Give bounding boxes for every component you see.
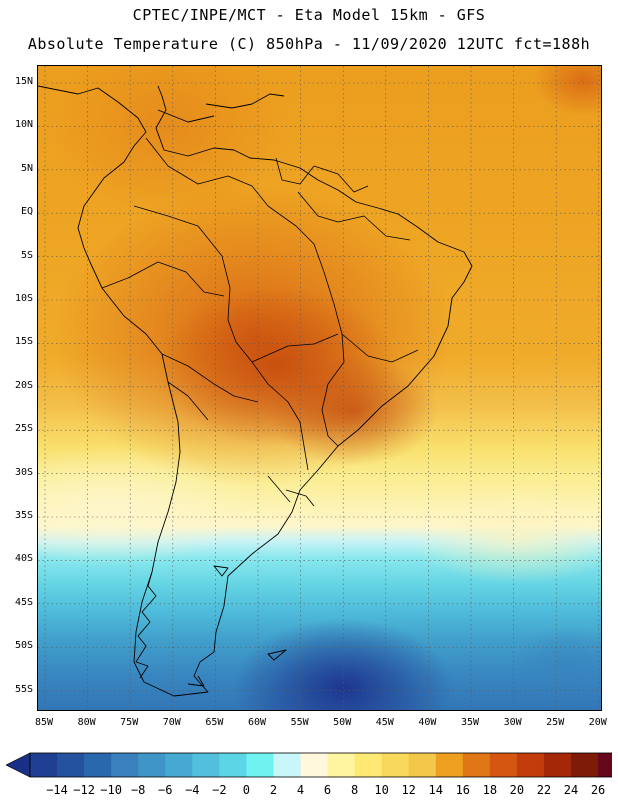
lat-label: 45S	[14, 596, 33, 608]
legend-swatch	[138, 753, 166, 777]
legend-swatch	[462, 753, 491, 777]
legend-label: −8	[130, 783, 146, 797]
legend-label: −14	[46, 783, 68, 797]
lat-label: 30S	[14, 466, 33, 478]
legend-swatch	[489, 753, 518, 777]
legend-label: 26	[590, 783, 606, 797]
legend-label: 16	[455, 783, 471, 797]
legend-label: 20	[509, 783, 525, 797]
legend-label: 2	[269, 783, 278, 797]
legend-label: 24	[563, 783, 579, 797]
lon-label: 50W	[333, 717, 352, 728]
legend-swatch	[57, 753, 85, 777]
islands	[157, 93, 315, 661]
lat-label: 15N	[14, 76, 33, 87]
lon-label: 70W	[162, 717, 181, 728]
color-legend-bar	[6, 752, 612, 778]
lon-label: 45W	[375, 717, 394, 728]
title-line-2: Absolute Temperature (C) 850hPa - 11/09/…	[27, 35, 591, 53]
coastal-detail	[135, 571, 205, 687]
lat-label: 10N	[14, 119, 33, 131]
legend-swatch	[165, 753, 193, 777]
legend-label: 12	[401, 783, 416, 797]
south-america-coastline	[38, 85, 473, 697]
lon-label: 80W	[77, 717, 96, 728]
lat-label: 5N	[20, 162, 33, 174]
legend-frame	[29, 752, 612, 778]
lat-label: 40S	[14, 553, 33, 565]
legend-label: −2	[212, 783, 227, 797]
temperature-field	[38, 66, 601, 710]
lat-label: EQ	[20, 206, 33, 218]
lat-label: 5S	[20, 249, 33, 261]
lat-label: 10S	[14, 293, 33, 304]
map-overlay	[38, 66, 601, 710]
legend-label: −4	[185, 783, 200, 797]
title-line-1: CPTEC/INPE/MCT - Eta Model 15km - GFS	[132, 6, 486, 24]
legend-label: 8	[350, 783, 359, 797]
lon-label: 30W	[503, 717, 522, 728]
legend-swatch	[435, 753, 464, 777]
legend-swatch	[354, 753, 383, 777]
lat-label: 25S	[14, 423, 33, 435]
country-borders	[101, 137, 419, 503]
lon-label: 65W	[205, 717, 224, 728]
legend-swatch	[327, 753, 355, 777]
legend-swatch	[300, 753, 328, 777]
legend-swatch	[598, 753, 612, 777]
lat-label: 55S	[14, 683, 33, 695]
legend-swatch	[516, 753, 545, 777]
legend-label: −6	[158, 783, 173, 797]
lat-label: 35S	[14, 510, 33, 521]
legend-swatch	[543, 753, 572, 777]
legend-label: 28	[610, 783, 618, 797]
legend-label: 4	[296, 783, 305, 797]
lon-label: 85W	[34, 717, 54, 728]
legend-label: 14	[428, 783, 443, 797]
legend-label: −10	[100, 783, 122, 797]
lon-label: 20W	[588, 717, 607, 728]
lon-label: 40W	[418, 717, 437, 728]
lon-label: 25W	[546, 717, 565, 728]
legend-label: 6	[323, 783, 332, 797]
legend-swatch	[192, 753, 220, 777]
legend-label: 0	[242, 783, 250, 797]
legend-left-tip	[6, 752, 31, 778]
temperature-map	[37, 65, 602, 711]
legend-swatch	[30, 753, 58, 777]
legend-label: 18	[482, 783, 498, 797]
legend-swatch	[273, 753, 301, 777]
lon-label: 35W	[460, 717, 480, 728]
lon-label: 75W	[120, 717, 139, 728]
legend-swatch	[84, 753, 112, 777]
legend-label: −12	[73, 783, 95, 797]
legend-label: 10	[374, 783, 389, 797]
legend-swatch	[246, 753, 274, 777]
legend-swatch	[381, 753, 410, 777]
legend-swatch	[219, 753, 247, 777]
legend-swatch	[571, 753, 599, 777]
legend-swatch	[408, 753, 437, 777]
lon-label: 60W	[247, 717, 267, 728]
lat-label: 20S	[14, 379, 33, 391]
continent-outline	[38, 85, 473, 697]
lat-label: 50S	[14, 640, 33, 652]
lon-label: 55W	[290, 717, 309, 728]
lat-label: 15S	[14, 336, 33, 348]
legend-label: 22	[536, 783, 552, 797]
legend-swatch	[111, 753, 139, 777]
